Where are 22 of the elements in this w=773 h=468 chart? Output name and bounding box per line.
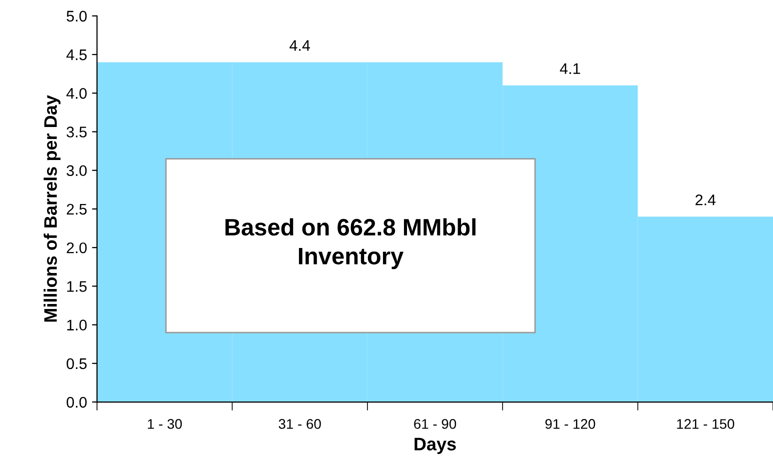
x-tick-label: 1 - 30 [148,419,182,429]
text: 4.0 [66,88,87,99]
x-tick-label: 31 - 60 [278,419,321,429]
text: 2.0 [66,242,87,254]
text: 4.5 [66,50,87,60]
data-label: 4.1 [560,63,580,74]
data-label: 4.4 [290,40,310,51]
text: 3.5 [66,126,87,138]
data-label: 2.4 [696,194,716,206]
x-tick-label: 61 - 90 [414,419,456,429]
y-axis-title: Millions of Barrels per Day [44,95,60,322]
x-axis-title: Days [414,438,456,454]
x-tick-label: 121 - 150 [677,419,734,429]
text: 0.5 [66,358,87,370]
x-tick-label: 91 - 120 [545,419,596,429]
text: 0.0 [66,396,87,408]
text: 5.0 [66,10,87,22]
text: 2.5 [66,204,87,215]
text: 3.0 [66,165,87,176]
text: 1.5 [67,281,87,292]
annotation: Based on 662.8 MMbbl Inventory [225,218,476,270]
text: 1.0 [67,320,87,330]
